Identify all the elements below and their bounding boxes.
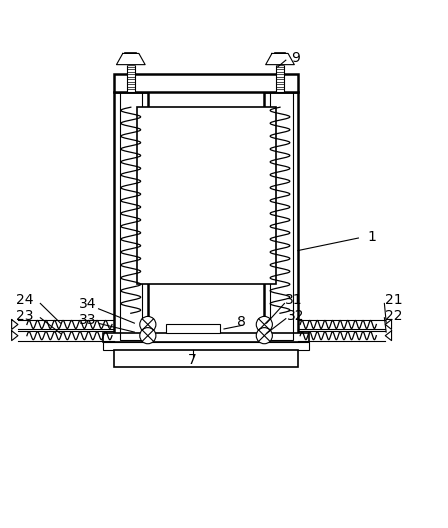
- Text: 23: 23: [16, 308, 34, 323]
- Bar: [137, 107, 276, 284]
- Bar: [103, 333, 309, 342]
- Bar: [276, 64, 284, 91]
- Bar: [270, 91, 293, 340]
- Circle shape: [256, 316, 272, 333]
- Text: 8: 8: [237, 315, 246, 329]
- Circle shape: [140, 327, 156, 344]
- Text: 31: 31: [284, 293, 302, 307]
- Circle shape: [140, 316, 156, 333]
- Polygon shape: [12, 331, 18, 341]
- Polygon shape: [385, 319, 392, 329]
- Bar: [114, 351, 298, 367]
- Text: 33: 33: [78, 313, 96, 327]
- Text: 24: 24: [16, 293, 34, 307]
- Text: 22: 22: [385, 308, 403, 323]
- Text: 32: 32: [287, 308, 305, 323]
- Bar: [127, 64, 135, 91]
- Bar: [120, 91, 142, 340]
- Circle shape: [256, 327, 272, 344]
- Bar: [114, 91, 148, 340]
- Text: 9: 9: [291, 51, 300, 65]
- Text: 21: 21: [385, 293, 403, 307]
- Bar: [264, 91, 298, 340]
- Text: 1: 1: [367, 230, 376, 244]
- Polygon shape: [385, 331, 392, 341]
- Bar: [103, 342, 309, 351]
- Polygon shape: [12, 319, 18, 329]
- Polygon shape: [116, 53, 145, 64]
- Text: 34: 34: [78, 297, 96, 312]
- Bar: [114, 73, 298, 91]
- Bar: [166, 325, 220, 333]
- Text: 7: 7: [188, 353, 197, 367]
- Polygon shape: [266, 53, 294, 64]
